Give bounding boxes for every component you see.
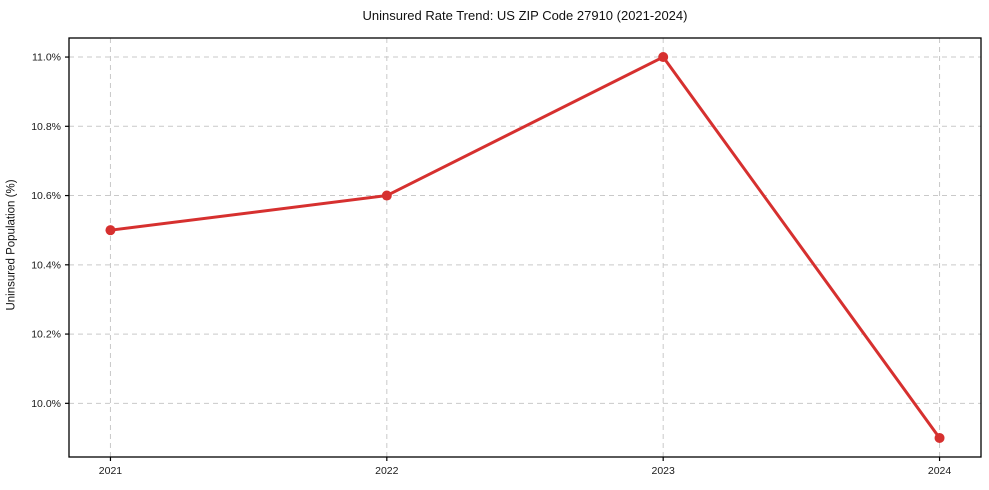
y-tick-label: 10.0% <box>31 398 61 410</box>
y-axis-label-container: Uninsured Population (%) <box>0 0 24 490</box>
x-tick-label: 2021 <box>99 465 123 477</box>
y-tick-label: 10.6% <box>31 190 61 202</box>
axes-border <box>68 37 982 458</box>
y-tick-label: 10.8% <box>31 121 61 133</box>
x-tick-label: 2022 <box>375 465 399 477</box>
data-point-2023 <box>658 52 669 63</box>
x-tick-label: 2023 <box>652 465 676 477</box>
y-tick-label: 10.4% <box>31 259 61 271</box>
data-point-2021 <box>105 225 116 236</box>
trend-line <box>108 55 942 440</box>
y-axis-label: Uninsured Population (%) <box>6 179 19 311</box>
data-point-2024 <box>934 432 945 443</box>
chart-title: Uninsured Rate Trend: US ZIP Code 27910 … <box>362 8 688 23</box>
y-tick-label: 10.2% <box>31 329 61 341</box>
y-tick-label: 11.0% <box>32 52 61 64</box>
data-point-2022 <box>381 190 392 201</box>
x-tick-label: 2024 <box>928 465 952 477</box>
